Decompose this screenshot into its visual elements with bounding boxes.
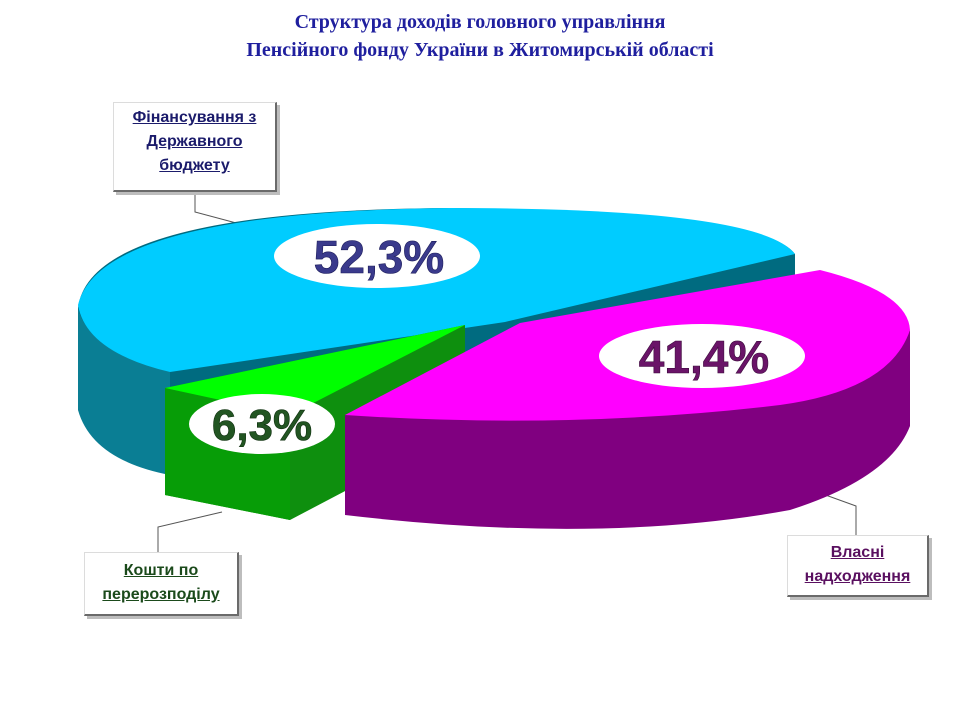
value-label-bg-own [599, 324, 805, 388]
callout-budget-line-3: бюджету [159, 157, 230, 174]
chart-title-line-1: Структура доходів головного управління [294, 11, 666, 33]
value-label-budget: 52,3% [314, 231, 444, 283]
callout-own-line-2: надходження [804, 568, 911, 585]
legend-callout-budget: Фінансування з Державного бюджету [113, 102, 277, 192]
slice-budget [78, 208, 795, 372]
slice-redistribution [165, 325, 465, 415]
leader-line-own [819, 492, 857, 535]
slice-side-own [345, 330, 910, 529]
callout-own-line-1: Власні [830, 544, 885, 561]
callout-redistribution-line-1: Кошти по [123, 562, 199, 579]
legend-callout-redistribution: Кошти по перерозподілу [84, 552, 239, 616]
value-label-bg-budget [274, 224, 480, 288]
value-label-own: 41,4% [639, 331, 769, 383]
callout-budget-line-1: Фінансування з [132, 109, 257, 126]
leader-line-redistribution [157, 511, 223, 552]
chart-title-line-2: Пенсійного фонду України в Житомирській … [246, 39, 714, 61]
value-label-bg-redistribution [189, 394, 335, 454]
leader-line-budget [194, 192, 241, 225]
value-label-redistribution: 6,3% [212, 401, 312, 450]
chart-title: Структура доходів головного управління П… [0, 8, 960, 64]
callout-redistribution-line-2: перерозподілу [102, 586, 220, 603]
slice-side-budget-front [78, 308, 170, 475]
legend-callout-own: Власні надходження [787, 535, 929, 597]
callout-budget-line-2: Державного [146, 133, 243, 150]
